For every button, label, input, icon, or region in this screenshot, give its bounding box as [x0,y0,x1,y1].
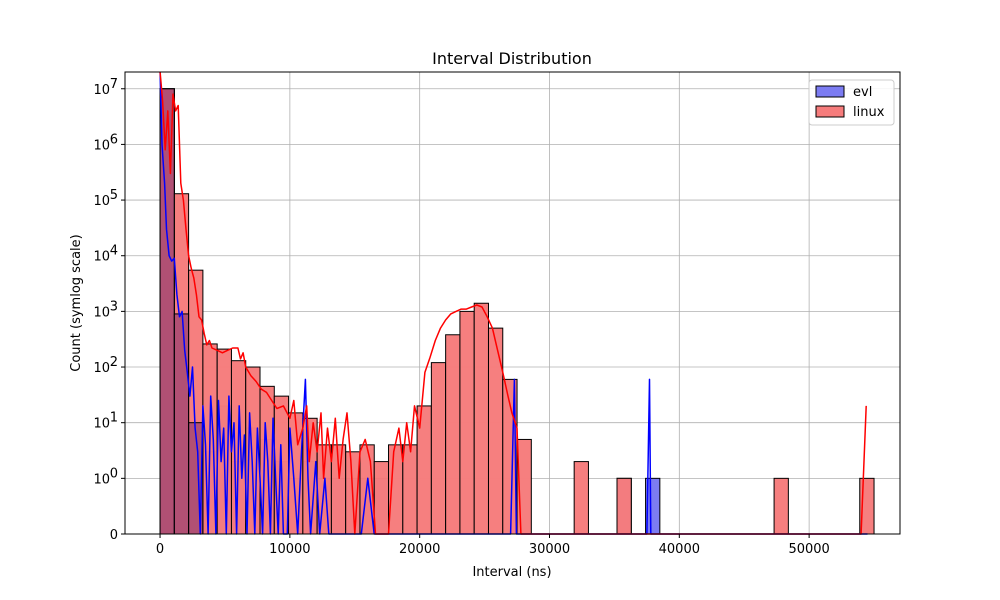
chart-title: Interval Distribution [432,49,592,68]
y-tick-exponent: 4 [110,244,118,259]
legend-swatch-evl [815,85,845,98]
legend: evl linux [808,79,895,126]
linux-bar [459,310,475,535]
linux-bar [473,302,489,535]
x-axis-title: Interval (ns) [472,565,551,580]
linux-bar [487,327,504,535]
y-tick-exponent: 0 [110,466,118,481]
linux-bar [445,334,461,535]
x-tick-label: 10000 [269,542,310,557]
x-tick-label: 40000 [659,542,700,557]
y-tick-label: 10 [93,361,110,376]
linux-bar [773,477,789,535]
linux-bar [402,444,418,535]
plot-frame [124,71,901,535]
y-tick-label: 10 [93,138,110,153]
y-tick-label: 10 [93,194,110,209]
x-tick-label: 50000 [788,542,829,557]
linux-bar [616,477,632,535]
linux-bar [373,461,390,535]
y-tick-exponent: 5 [110,188,118,203]
y-axis-title: Count (symlog scale) [69,234,84,371]
evl-overlap-bar [173,313,190,535]
y-tick-label: 10 [93,83,110,98]
linux-bar [573,461,589,535]
linux-kde-line [159,71,867,535]
legend-swatch-linux [815,105,845,118]
x-tick-label: 30000 [529,542,570,557]
y-tick-exponent: 7 [110,77,118,92]
y-tick-exponent: 3 [110,299,118,314]
y-tick-label: 10 [93,472,110,487]
x-tick-label: 20000 [399,542,440,557]
y-tick-label: 10 [93,250,110,265]
y-tick-label: 10 [93,417,110,432]
y-tick-label: 10 [93,305,110,320]
y-tick-exponent: 2 [110,355,118,370]
y-tick-exponent: 6 [110,132,118,147]
x-tick-label: 0 [156,542,164,557]
y-tick-label: 0 [110,528,118,543]
legend-label-linux: linux [853,105,885,120]
y-tick-exponent: 1 [110,411,118,426]
legend-label-evl: evl [853,85,872,100]
x-axis-ticks: 0 10000 20000 30000 40000 50000 [156,534,830,557]
linux-bar [430,362,447,535]
